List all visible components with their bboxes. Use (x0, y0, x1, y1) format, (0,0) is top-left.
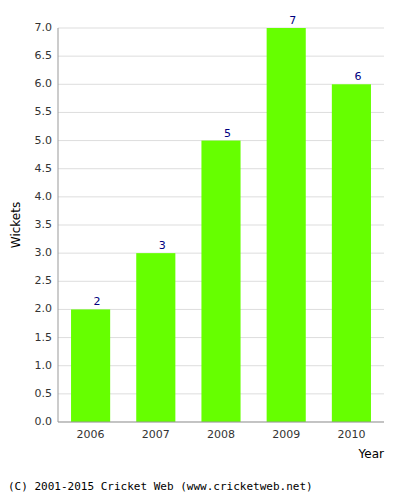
x-axis-label: Year (358, 447, 384, 461)
data-label: 6 (354, 70, 361, 83)
grid-line (58, 56, 384, 57)
data-label: 3 (159, 239, 166, 252)
grid-line (58, 28, 384, 29)
y-tick-label: 1.5 (35, 331, 53, 344)
data-label: 5 (224, 127, 231, 140)
y-tick-label: 2.5 (35, 274, 53, 287)
y-tick-label: 7.0 (35, 21, 53, 34)
y-tick-label: 3.0 (35, 246, 53, 259)
y-tick-label: 0.5 (35, 387, 53, 400)
y-tick-label: 4.5 (35, 162, 53, 175)
x-axis: 2006 2007 2008 2009 2010 (77, 428, 366, 441)
bars (71, 28, 371, 422)
y-tick-label: 5.5 (35, 105, 53, 118)
chart: 0.0 0.5 1.0 1.5 2.0 2.5 3.0 3.5 4.0 4.5 5.0 5.5 6.0 6… (0, 0, 400, 500)
x-tick-label: 2010 (337, 428, 365, 441)
data-label: 2 (94, 295, 101, 308)
x-tick-label: 2006 (77, 428, 105, 441)
y-tick-label: 6.0 (35, 77, 53, 90)
y-tick-label: 4.0 (35, 190, 53, 203)
x-tick-label: 2009 (272, 428, 300, 441)
bar (71, 309, 110, 422)
y-tick-label: 6.5 (35, 49, 53, 62)
grid-line (58, 422, 384, 423)
y-axis: 0.0 0.5 1.0 1.5 2.0 2.5 3.0 3.5 4.0 4.5 5.0 5.5 6.0 6… (35, 21, 53, 428)
footnote: (C) 2001-2015 Cricket Web (www.cricketwe… (8, 480, 313, 493)
y-tick-label: 1.0 (35, 359, 53, 372)
data-label: 7 (289, 14, 296, 27)
bar (136, 253, 175, 422)
x-tick-label: 2007 (142, 428, 170, 441)
data-labels: 2 3 5 7 6 (94, 14, 362, 308)
y-axis-label: Wickets (9, 202, 23, 248)
x-axis-line (58, 422, 384, 423)
bar (332, 84, 371, 422)
chart-container: 0.0 0.5 1.0 1.5 2.0 2.5 3.0 3.5 4.0 4.5 5.0 5.5 6.0 6… (0, 0, 400, 500)
bar (267, 28, 306, 422)
y-tick-label: 5.0 (35, 134, 53, 147)
y-tick-label: 3.5 (35, 218, 53, 231)
bar (201, 141, 240, 422)
y-tick-label: 0.0 (35, 415, 53, 428)
y-axis-line (58, 28, 59, 422)
grid (58, 28, 384, 422)
y-tick-label: 2.0 (35, 302, 53, 315)
x-tick-label: 2008 (207, 428, 235, 441)
